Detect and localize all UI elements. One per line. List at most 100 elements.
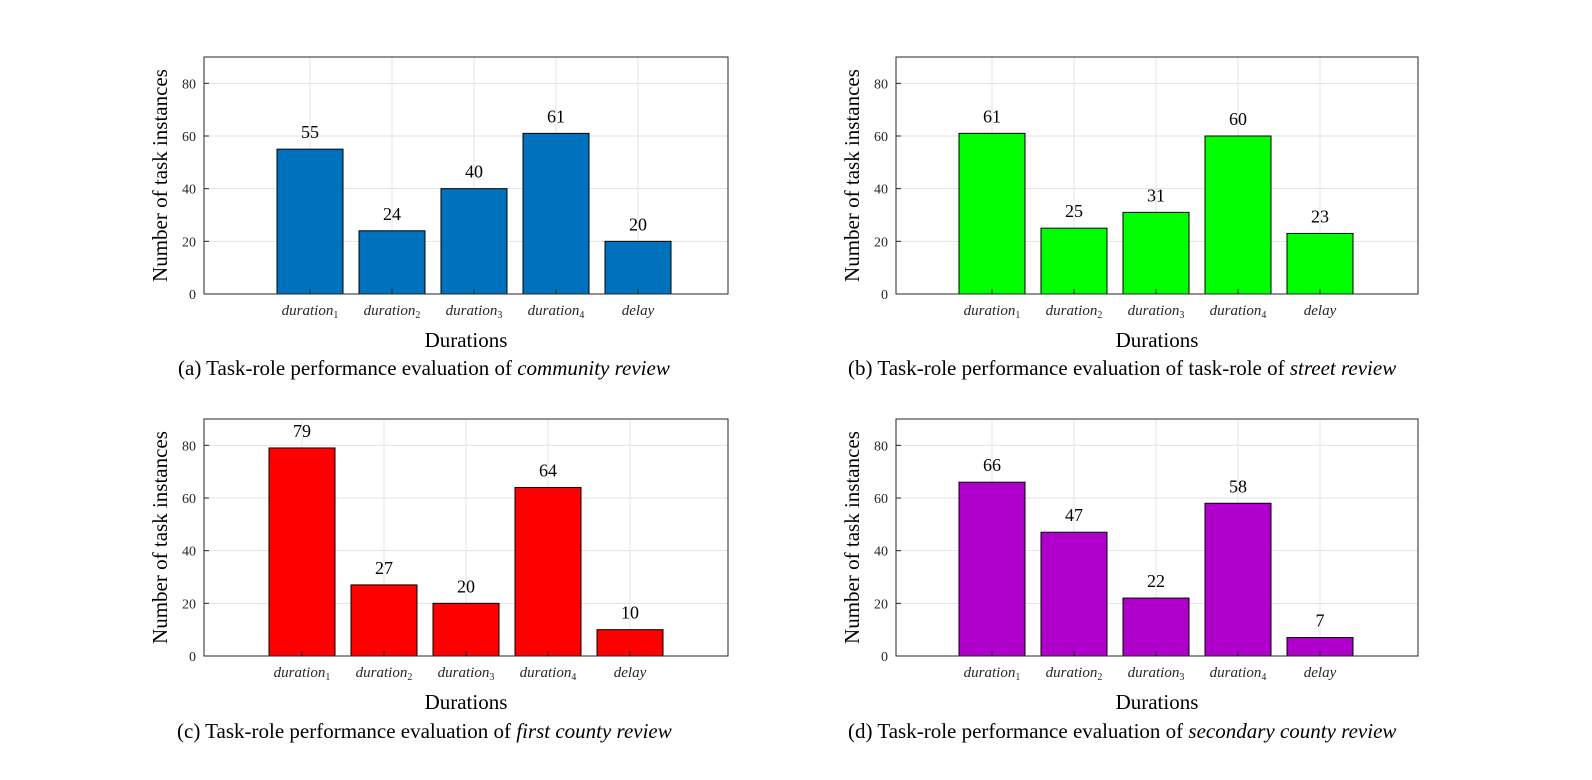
y-tick-label: 40 (182, 545, 196, 560)
caption-d-emph: secondary county review (1188, 719, 1397, 743)
bar-duration1 (958, 481, 1026, 657)
y-tick-label: 0 (189, 288, 196, 303)
y-axis-label: Number of task instances (840, 69, 864, 282)
bar-duration1 (276, 148, 344, 295)
bar-delay (1286, 232, 1354, 295)
caption-b-emph: street review (1289, 356, 1397, 380)
data-label: 55 (301, 122, 319, 142)
bar-duration1 (268, 447, 336, 657)
y-tick-label: 40 (182, 183, 196, 198)
caption-a-prefix: (a) Task-role performance evaluation of (178, 356, 518, 380)
y-tick-label: 20 (874, 235, 888, 250)
y-axis-label: Number of task instances (840, 431, 864, 644)
data-label: 24 (383, 204, 401, 224)
axes-box (895, 418, 1419, 657)
y-tick-label: 60 (874, 492, 888, 507)
y-tick-label: 60 (182, 492, 196, 507)
chart-b: 0 20 40 60 80 61 duration1 25 duration2 31 duratio… (840, 56, 1419, 352)
data-label: 66 (983, 455, 1001, 475)
caption-b-prefix: (b) Task-role performance evaluation of … (848, 356, 1290, 380)
axes-box (203, 418, 729, 657)
x-tick-label: duration2 (356, 665, 413, 683)
x-tick-label: duration3 (446, 303, 503, 321)
data-label: 20 (629, 214, 647, 234)
data-label: 60 (1229, 109, 1247, 129)
data-label: 10 (621, 603, 639, 623)
x-axis-label: Durations (425, 328, 508, 352)
y-tick-label: 80 (874, 77, 888, 92)
chart-a: 0 20 40 60 80 55 duration1 24 duration2 40 duratio… (148, 56, 729, 352)
bar-duration2 (1040, 227, 1108, 295)
y-tick-label: 0 (881, 650, 888, 665)
data-label: 40 (465, 162, 483, 182)
bar-duration1 (958, 132, 1026, 295)
x-tick-label: delay (622, 303, 655, 319)
x-tick-label: duration4 (528, 303, 585, 321)
bar-duration3 (440, 188, 508, 295)
data-label: 7 (1316, 611, 1325, 631)
bar-duration3 (1122, 597, 1190, 657)
x-tick-label: duration1 (274, 665, 331, 683)
data-label: 31 (1147, 185, 1165, 205)
y-tick-label: 60 (182, 130, 196, 145)
data-label: 61 (547, 106, 565, 126)
y-tick-label: 40 (874, 183, 888, 198)
data-label: 64 (539, 460, 557, 480)
y-axis-label: Number of task instances (148, 69, 172, 282)
caption-a: (a) Task-role performance evaluation of … (178, 356, 670, 381)
data-label: 25 (1065, 201, 1083, 221)
data-label: 20 (457, 576, 475, 596)
x-tick-label: duration2 (1046, 303, 1103, 321)
caption-c-prefix: (c) Task-role performance evaluation of (177, 719, 517, 743)
x-tick-label: duration3 (1128, 303, 1185, 321)
y-tick-label: 0 (189, 650, 196, 665)
x-tick-label: duration4 (1210, 665, 1267, 683)
bar-duration4 (514, 486, 582, 657)
data-label: 79 (293, 421, 311, 441)
bar-duration2 (1040, 531, 1108, 657)
y-tick-label: 80 (182, 439, 196, 454)
x-tick-label: duration1 (964, 303, 1021, 321)
bar-duration2 (350, 584, 418, 657)
y-tick-label: 60 (874, 130, 888, 145)
y-tick-label: 80 (874, 439, 888, 454)
bar-duration2 (358, 230, 426, 295)
y-axis-label: Number of task instances (148, 431, 172, 644)
caption-d-prefix: (d) Task-role performance evaluation of (848, 719, 1189, 743)
x-tick-label: duration4 (520, 665, 577, 683)
x-tick-label: duration3 (1128, 665, 1185, 683)
x-tick-label: duration1 (964, 665, 1021, 683)
x-tick-label: delay (1304, 665, 1337, 681)
caption-c-emph: first county review (516, 719, 672, 743)
y-tick-label: 20 (182, 597, 196, 612)
data-label: 58 (1229, 476, 1247, 496)
bar-duration4 (1204, 502, 1272, 657)
data-label: 22 (1147, 571, 1165, 591)
x-tick-label: duration2 (1046, 665, 1103, 683)
chart-c: 0 20 40 60 80 79 duration1 27 duration2 20 duratio… (148, 418, 729, 714)
caption-a-emph: community review (517, 356, 670, 380)
y-tick-label: 20 (182, 235, 196, 250)
bar-duration4 (1204, 135, 1272, 295)
x-tick-label: delay (614, 665, 647, 681)
data-label: 61 (983, 106, 1001, 126)
y-tick-label: 0 (881, 288, 888, 303)
x-axis-label: Durations (1116, 690, 1199, 714)
chart-d: 0 20 40 60 80 66 duration1 47 duration2 22 duratio… (840, 418, 1419, 714)
y-tick-label: 80 (182, 77, 196, 92)
bar-delay (604, 240, 672, 295)
bar-duration3 (1122, 211, 1190, 295)
bar-duration4 (522, 132, 590, 295)
x-axis-label: Durations (425, 690, 508, 714)
axes-box (895, 56, 1419, 295)
data-label: 47 (1065, 505, 1083, 525)
x-tick-label: duration2 (364, 303, 421, 321)
data-label: 27 (375, 558, 393, 578)
x-axis-label: Durations (1116, 328, 1199, 352)
bar-duration3 (432, 602, 500, 657)
caption-b: (b) Task-role performance evaluation of … (848, 356, 1396, 381)
x-tick-label: duration1 (282, 303, 339, 321)
x-tick-label: duration3 (438, 665, 495, 683)
